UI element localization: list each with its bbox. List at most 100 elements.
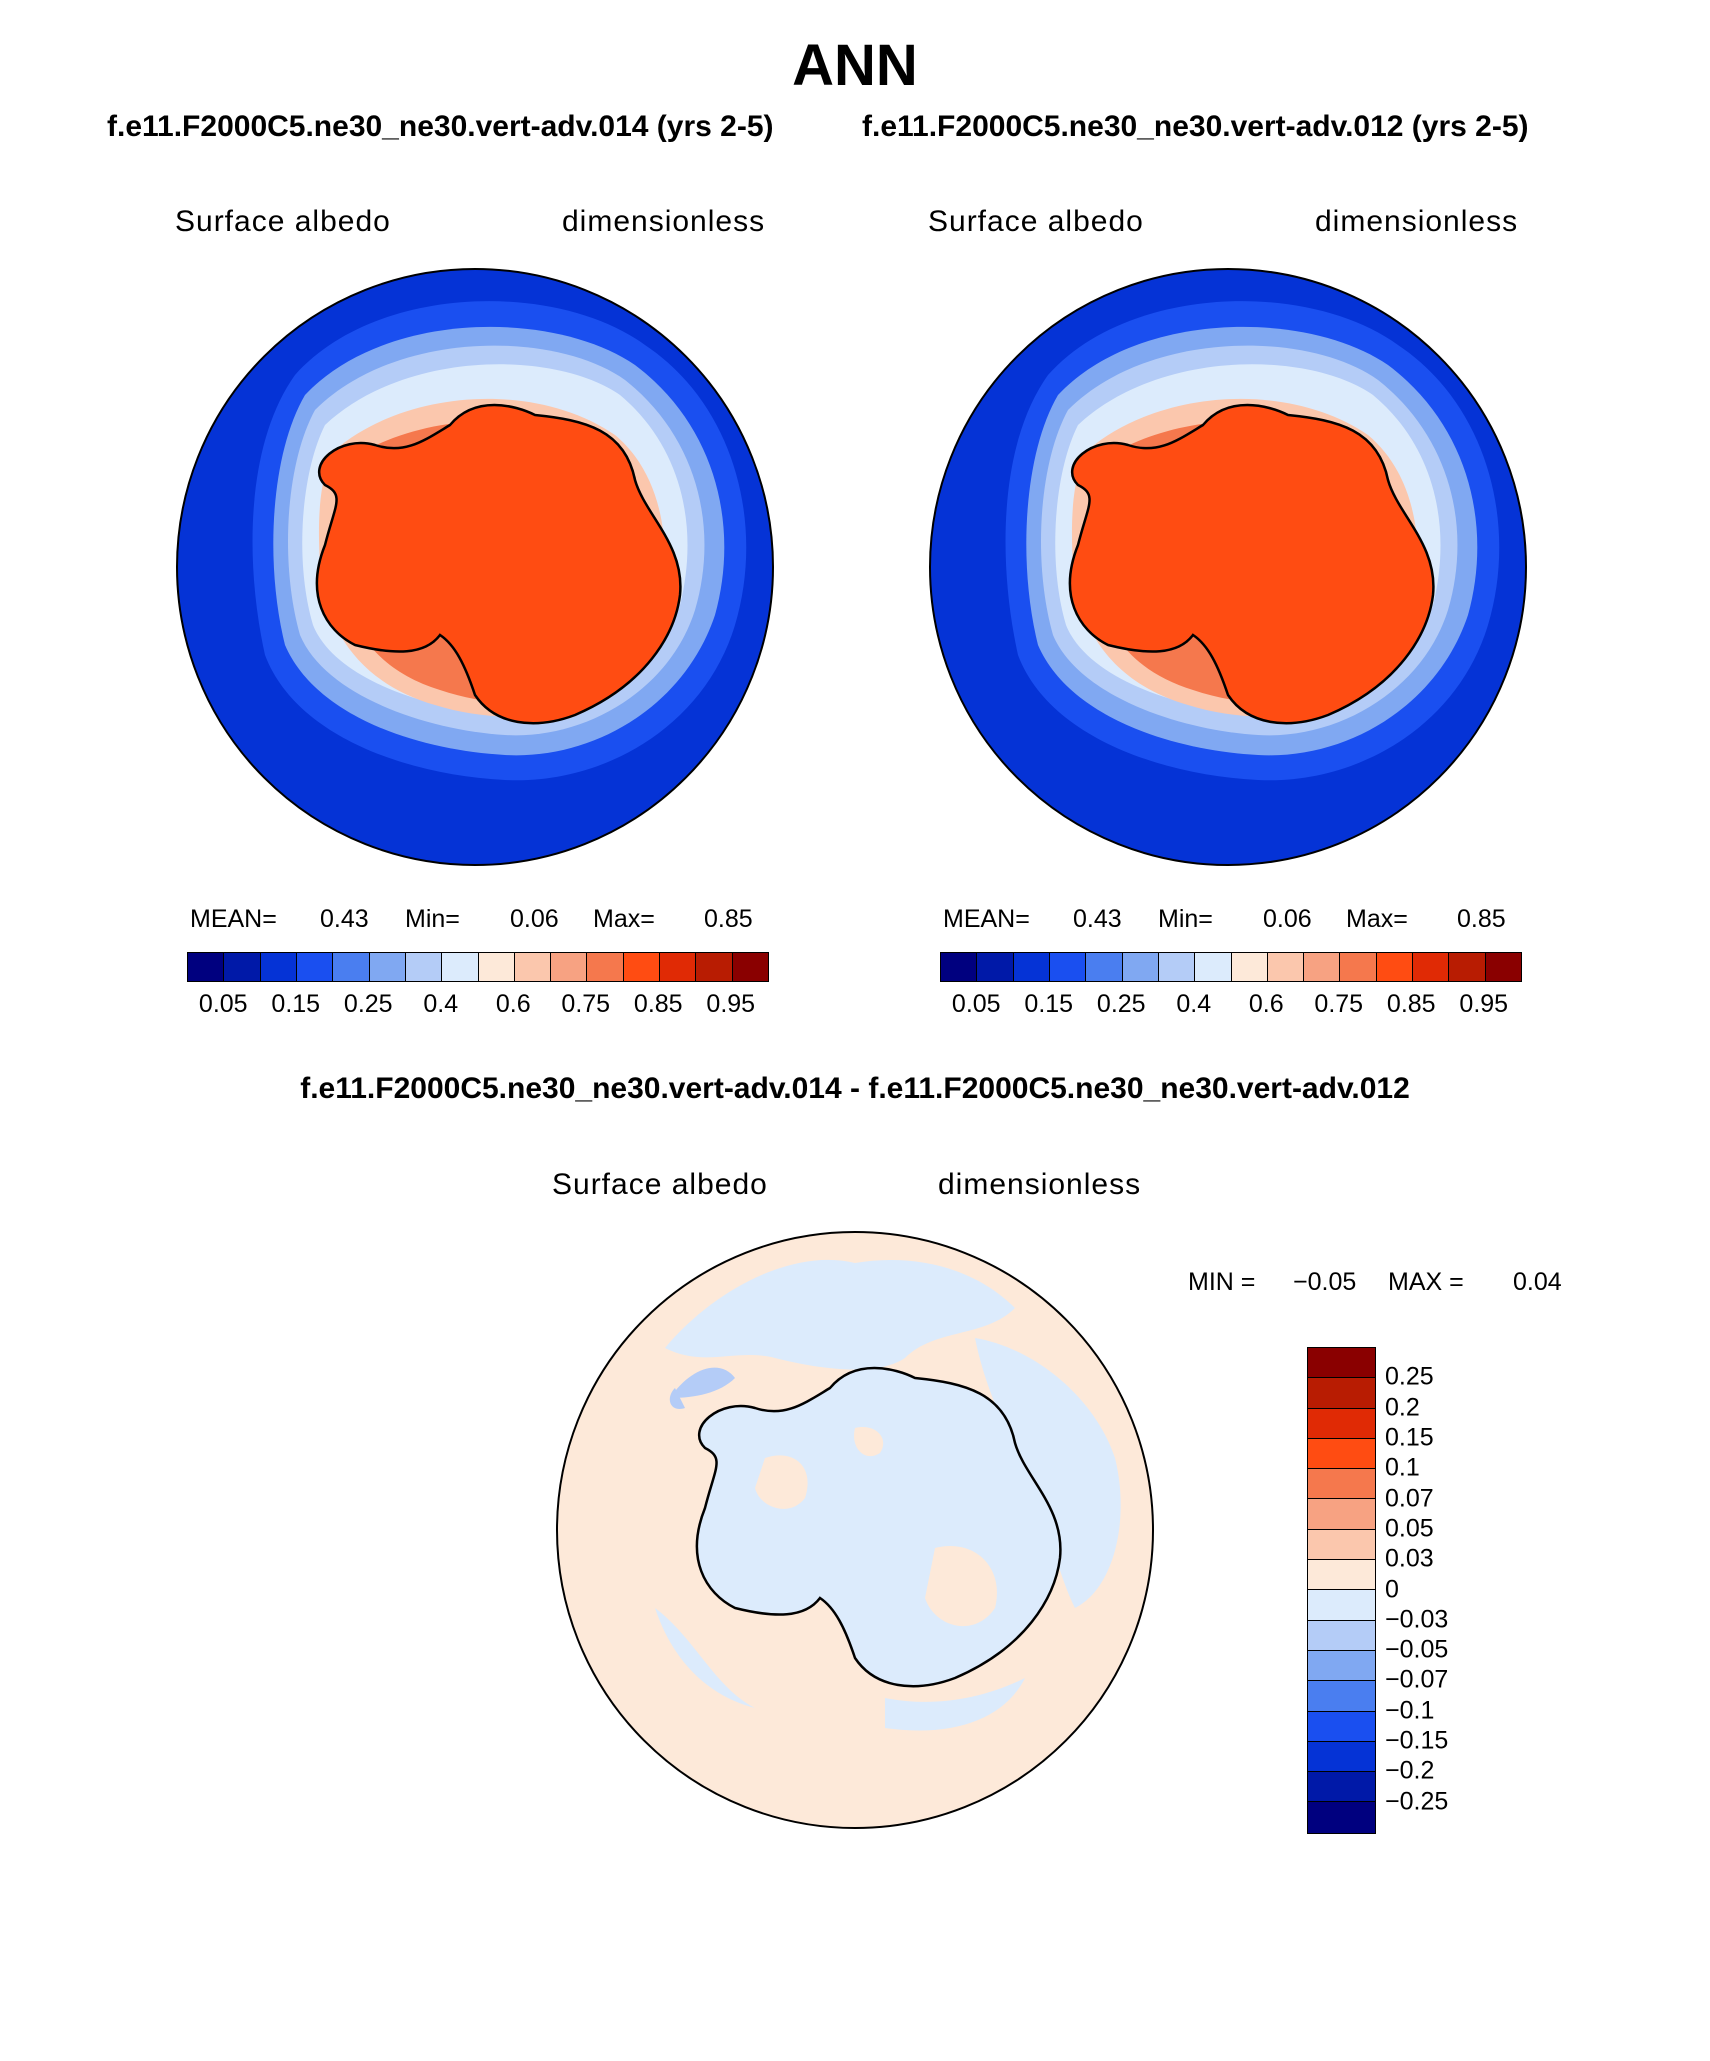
difference-title: f.e11.F2000C5.ne30_ne30.vert-adv.014 - f… xyxy=(300,1072,1410,1105)
colorbar-swatch xyxy=(1086,953,1123,981)
left-colorbar xyxy=(187,952,769,982)
diff-colorbar-tick-label: 0.15 xyxy=(1385,1423,1434,1452)
right-max-label: Max= xyxy=(1346,905,1408,933)
colorbar-swatch xyxy=(333,953,370,981)
diff-colorbar-swatch xyxy=(1308,1469,1375,1500)
diff-colorbar-swatch xyxy=(1308,1802,1375,1833)
diff-colorbar-tick-label: 0.05 xyxy=(1385,1514,1434,1543)
diff-colorbar-tick-label: 0.25 xyxy=(1385,1362,1434,1391)
colorbar-tick-label: 0.25 xyxy=(1096,990,1146,1018)
colorbar-tick-label: 0.4 xyxy=(423,990,459,1018)
colorbar-swatch xyxy=(1340,953,1377,981)
diff-colorbar-swatch xyxy=(1308,1590,1375,1621)
right-colorbar-ticks: 0.05 0.15 0.25 0.4 0.6 0.75 0.85 0.95 xyxy=(940,990,1520,1020)
right-mean-value: 0.43 xyxy=(1073,905,1122,933)
colorbar-tick-label: 0.4 xyxy=(1176,990,1212,1018)
left-stats: MEAN= 0.43 Min= 0.06 Max= 0.85 xyxy=(190,905,770,935)
left-mean-label: MEAN= xyxy=(190,905,277,933)
colorbar-tick-label: 0.95 xyxy=(706,990,756,1018)
colorbar-tick-label: 0.95 xyxy=(1459,990,1509,1018)
diff-colorbar-tick-label: 0.03 xyxy=(1385,1544,1434,1573)
diff-colorbar-tick-label: −0.25 xyxy=(1385,1787,1449,1816)
left-antarctica-outline xyxy=(315,403,682,725)
left-min-value: 0.06 xyxy=(510,905,559,933)
right-variable-label: Surface albedo xyxy=(928,205,1144,238)
diff-colorbar-swatch xyxy=(1308,1408,1375,1439)
colorbar-swatch xyxy=(1195,953,1232,981)
colorbar-swatch xyxy=(660,953,697,981)
colorbar-swatch xyxy=(696,953,733,981)
colorbar-swatch xyxy=(551,953,588,981)
colorbar-tick-label: 0.75 xyxy=(1314,990,1364,1018)
colorbar-swatch xyxy=(514,953,552,981)
figure-title: ANN xyxy=(792,33,918,98)
left-variable-label: Surface albedo xyxy=(175,205,391,238)
diff-colorbar-swatch xyxy=(1308,1560,1375,1591)
diff-colorbar-swatch xyxy=(1308,1741,1375,1773)
colorbar-tick-label: 0.05 xyxy=(951,990,1001,1018)
diff-colorbar-tick-label: −0.2 xyxy=(1385,1756,1435,1785)
diff-colorbar-swatch xyxy=(1308,1499,1375,1530)
case-title-left: f.e11.F2000C5.ne30_ne30.vert-adv.014 (yr… xyxy=(107,110,774,143)
right-polar-map xyxy=(929,268,1527,866)
colorbar-swatch xyxy=(1376,953,1414,981)
colorbar-tick-label: 0.6 xyxy=(1248,990,1284,1018)
difference-polar-map xyxy=(556,1231,1154,1829)
colorbar-swatch xyxy=(405,953,443,981)
colorbar-tick-label: 0.75 xyxy=(561,990,611,1018)
diff-max-value: 0.04 xyxy=(1513,1268,1562,1296)
diff-min-label: MIN = xyxy=(1188,1268,1256,1296)
colorbar-swatch xyxy=(260,953,297,981)
colorbar-swatch xyxy=(587,953,624,981)
right-colorbar xyxy=(940,952,1522,982)
diff-colorbar-swatch xyxy=(1308,1438,1375,1470)
diff-max-label: MAX = xyxy=(1388,1268,1464,1296)
colorbar-swatch xyxy=(732,953,768,981)
right-antarctica-outline xyxy=(1068,403,1435,725)
diff-colorbar-swatch xyxy=(1308,1620,1375,1651)
colorbar-swatch xyxy=(224,953,261,981)
diff-units-label: dimensionless xyxy=(938,1168,1142,1201)
left-max-label: Max= xyxy=(593,905,655,933)
colorbar-swatch xyxy=(1231,953,1268,981)
diff-colorbar-swatch xyxy=(1308,1650,1375,1682)
difference-colorbar xyxy=(1307,1347,1376,1834)
left-units-label: dimensionless xyxy=(562,205,766,238)
diff-colorbar-swatch xyxy=(1308,1348,1375,1379)
right-min-label: Min= xyxy=(1158,905,1213,933)
colorbar-swatch xyxy=(478,953,515,981)
colorbar-tick-label: 0.15 xyxy=(271,990,321,1018)
diff-colorbar-tick-label: −0.1 xyxy=(1385,1696,1435,1725)
diff-colorbar-tick-label: 0.2 xyxy=(1385,1393,1420,1422)
diff-variable-label: Surface albedo xyxy=(552,1168,768,1201)
diff-colorbar-swatch xyxy=(1308,1711,1375,1742)
diff-colorbar-tick-label: −0.05 xyxy=(1385,1635,1449,1664)
diff-colorbar-swatch xyxy=(1308,1529,1375,1561)
colorbar-tick-label: 0.85 xyxy=(1386,990,1436,1018)
left-mean-value: 0.43 xyxy=(320,905,369,933)
left-max-value: 0.85 xyxy=(704,905,753,933)
right-mean-label: MEAN= xyxy=(943,905,1030,933)
left-min-label: Min= xyxy=(405,905,460,933)
colorbar-swatch xyxy=(1413,953,1450,981)
colorbar-tick-label: 0.6 xyxy=(495,990,531,1018)
diff-colorbar-tick-label: 0 xyxy=(1385,1575,1399,1603)
colorbar-swatch xyxy=(623,953,661,981)
right-stats: MEAN= 0.43 Min= 0.06 Max= 0.85 xyxy=(943,905,1523,935)
diff-colorbar-swatch xyxy=(1308,1681,1375,1712)
colorbar-tick-label: 0.05 xyxy=(198,990,248,1018)
colorbar-swatch xyxy=(1304,953,1341,981)
left-colorbar-ticks: 0.05 0.15 0.25 0.4 0.6 0.75 0.85 0.95 xyxy=(187,990,767,1020)
diff-colorbar-tick-label: 0.07 xyxy=(1385,1484,1434,1513)
colorbar-swatch xyxy=(1013,953,1050,981)
diff-colorbar-tick-label: −0.07 xyxy=(1385,1665,1449,1694)
colorbar-swatch xyxy=(296,953,334,981)
colorbar-swatch xyxy=(977,953,1014,981)
colorbar-swatch xyxy=(188,953,225,981)
colorbar-swatch xyxy=(1122,953,1159,981)
left-polar-map xyxy=(176,268,774,866)
diff-colorbar-tick-label: 0.1 xyxy=(1385,1453,1420,1482)
colorbar-swatch xyxy=(1449,953,1486,981)
right-min-value: 0.06 xyxy=(1263,905,1312,933)
diff-colorbar-swatch xyxy=(1308,1378,1375,1409)
